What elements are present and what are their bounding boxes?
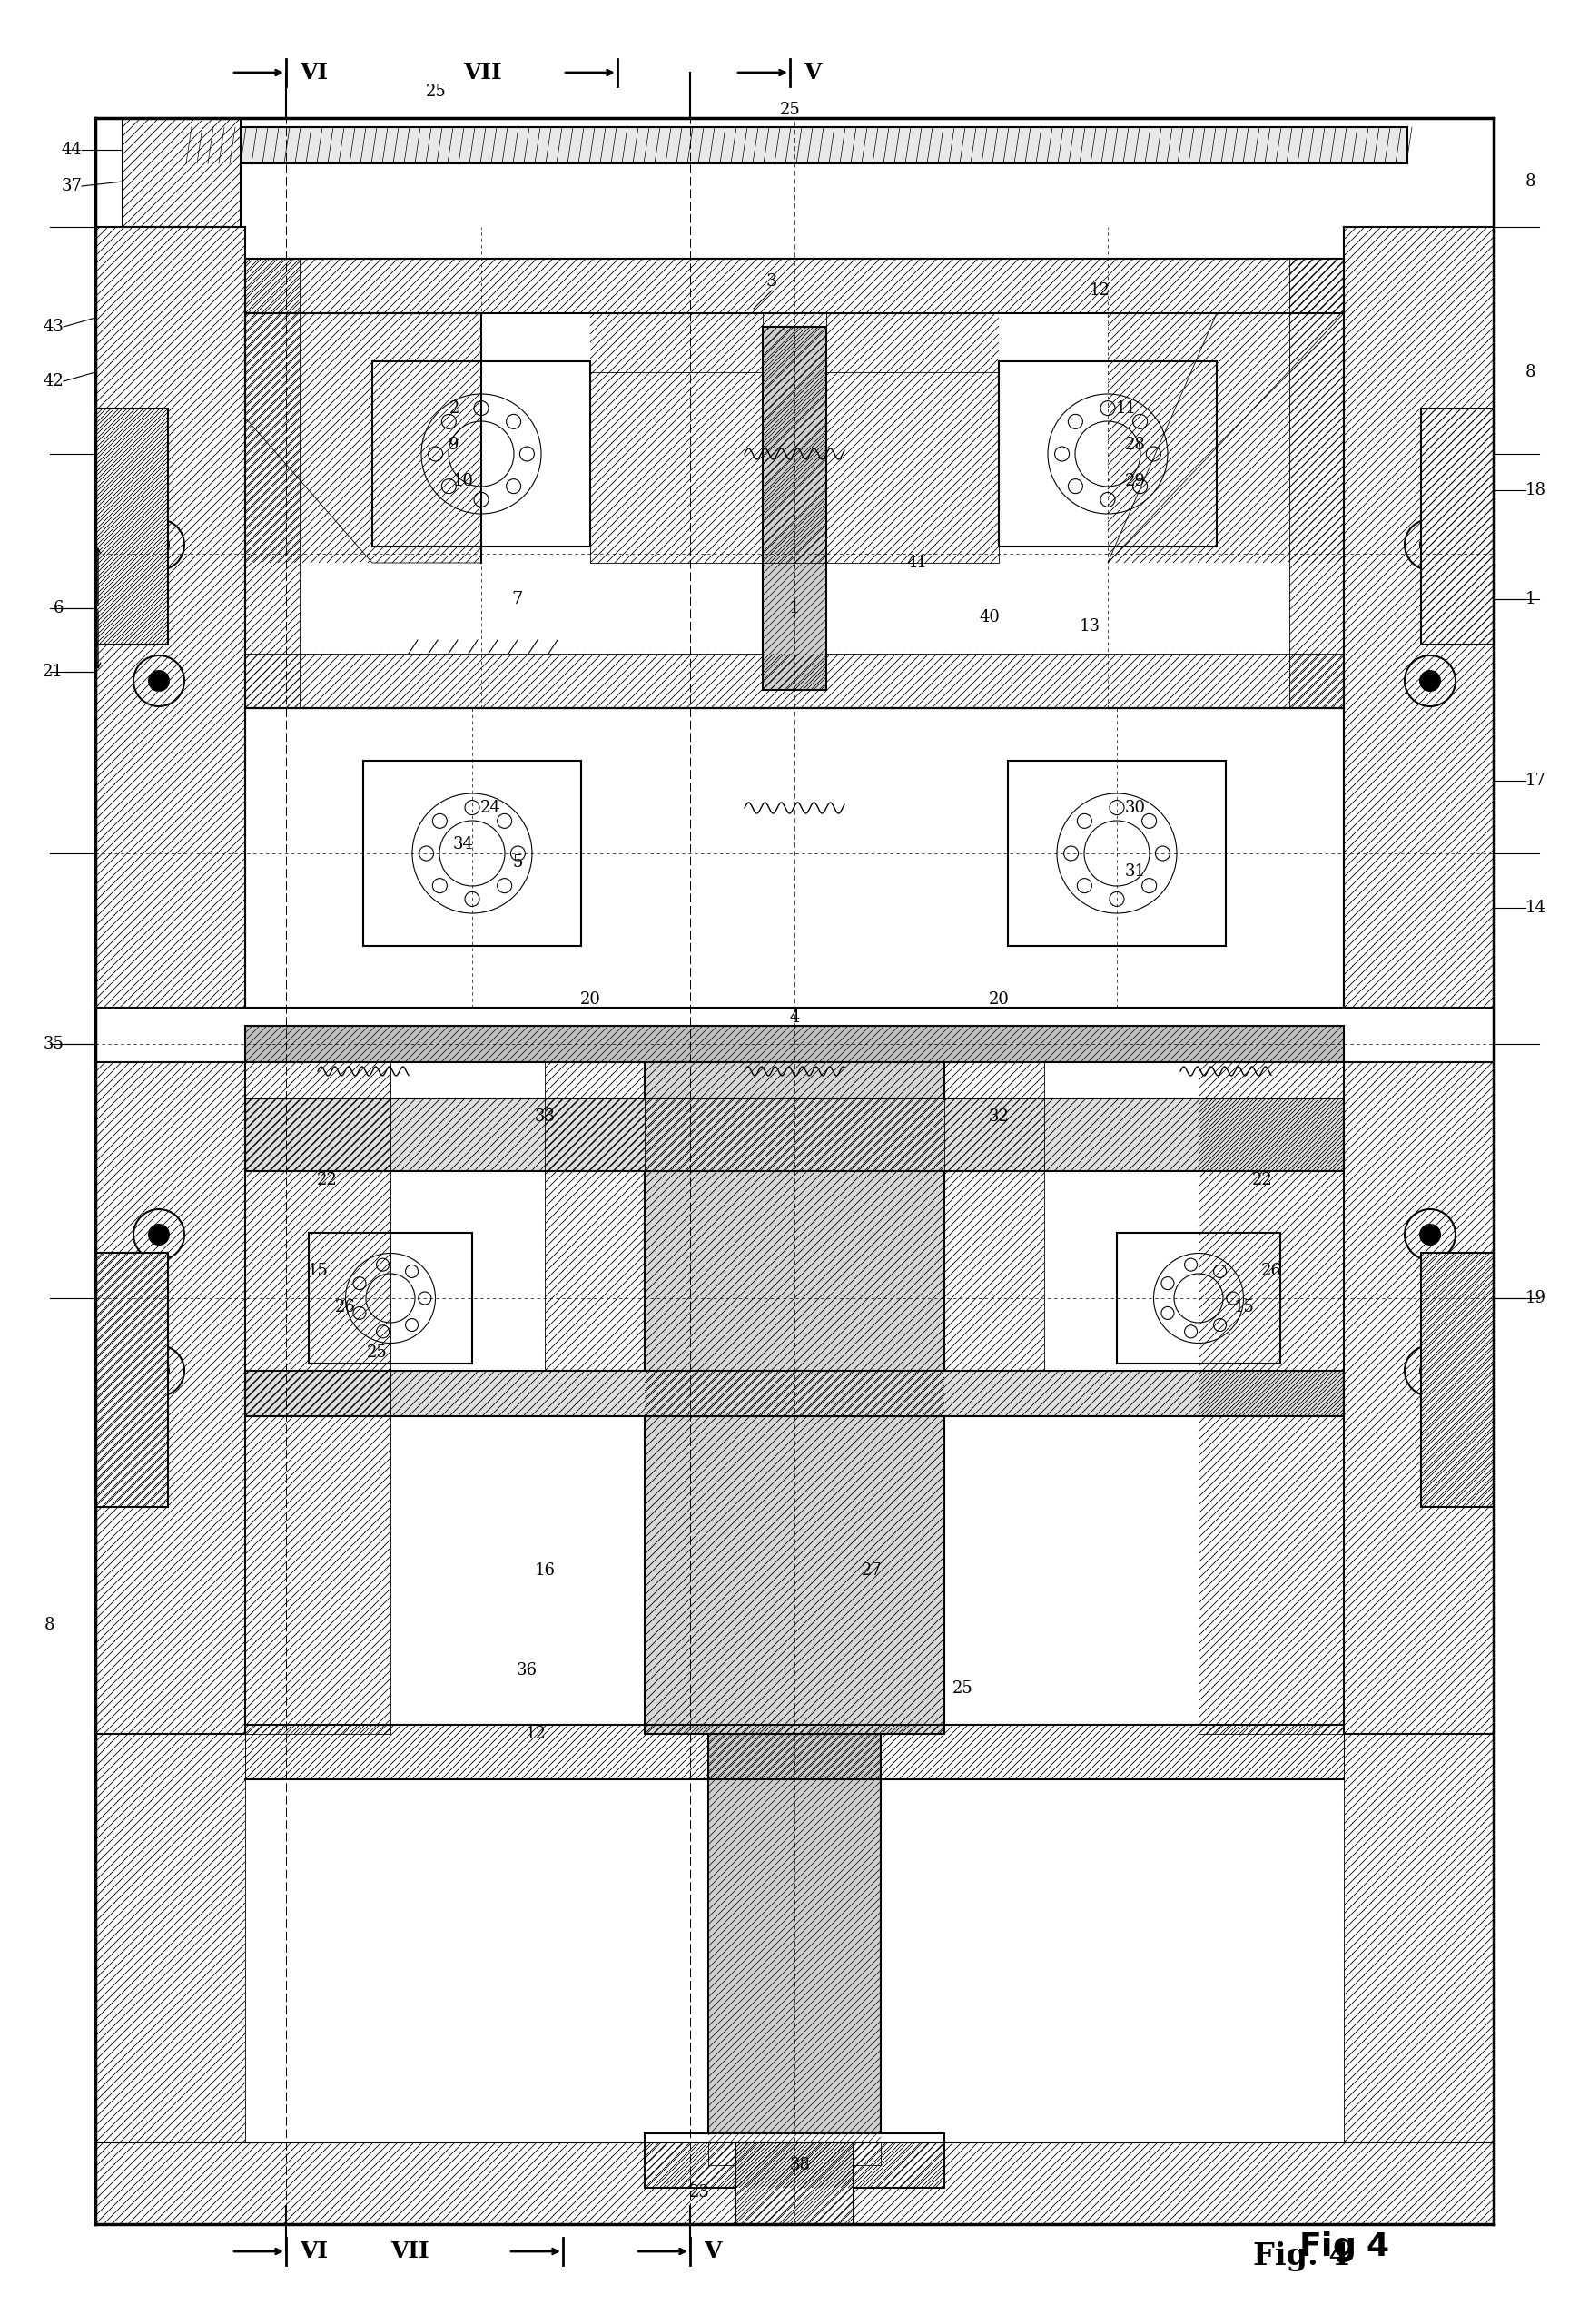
Text: 4: 4 (790, 1009, 799, 1025)
Circle shape (148, 1225, 170, 1246)
Bar (245, 1099, 1344, 1171)
Text: 21: 21 (43, 665, 64, 681)
Text: 22: 22 (316, 1171, 337, 1188)
Text: 23: 23 (688, 2185, 710, 2201)
Text: 7: 7 (512, 590, 523, 607)
Text: 25: 25 (367, 1346, 388, 1362)
Bar (709, 1734, 880, 2143)
Text: 8: 8 (44, 1618, 54, 1634)
Text: 3: 3 (766, 274, 777, 290)
Text: V: V (804, 63, 822, 84)
Bar (763, 328, 826, 690)
Text: 12: 12 (1090, 281, 1111, 300)
Bar (95, 409, 168, 644)
Text: 32: 32 (988, 1109, 1009, 1125)
Bar (364, 760, 582, 946)
Text: 8: 8 (1525, 365, 1537, 381)
Text: 27: 27 (861, 1562, 882, 1578)
Text: V: V (704, 2240, 721, 2261)
Text: 14: 14 (1525, 899, 1546, 916)
Text: 6: 6 (52, 600, 64, 616)
Text: 43: 43 (43, 318, 64, 335)
Bar (245, 1025, 1344, 1062)
Text: 30: 30 (1125, 799, 1146, 816)
Bar (1007, 760, 1225, 946)
Text: 33: 33 (534, 1109, 555, 1125)
Bar (645, 2133, 944, 2187)
Text: 25: 25 (780, 102, 801, 119)
Text: 15: 15 (1233, 1299, 1254, 1315)
Bar (308, 1232, 472, 1364)
Bar (645, 1062, 944, 1734)
Text: 34: 34 (453, 837, 474, 853)
Text: 38: 38 (790, 2157, 810, 2173)
Text: VI: VI (300, 2240, 327, 2261)
Text: 44: 44 (60, 142, 81, 158)
Text: VI: VI (300, 63, 327, 84)
Text: 26: 26 (1260, 1262, 1282, 1278)
Circle shape (1419, 1360, 1441, 1383)
Bar (181, 128, 1408, 163)
Bar (1421, 409, 1494, 644)
Bar (999, 360, 1217, 546)
Circle shape (1419, 535, 1441, 555)
Circle shape (1419, 1225, 1441, 1246)
Text: 40: 40 (979, 609, 999, 625)
Text: 25: 25 (952, 1680, 972, 1697)
Text: 13: 13 (1079, 618, 1100, 634)
Circle shape (148, 1360, 170, 1383)
Text: 15: 15 (307, 1262, 329, 1278)
Text: 17: 17 (1525, 772, 1546, 788)
Bar (245, 1371, 1344, 1415)
Bar (245, 709, 1344, 1009)
Text: 24: 24 (480, 799, 501, 816)
Text: Fig. 4: Fig. 4 (1254, 2240, 1351, 2271)
Text: VII: VII (462, 63, 502, 84)
Bar (372, 360, 590, 546)
Bar (1421, 1253, 1494, 1506)
Text: VII: VII (391, 2240, 429, 2261)
Text: 28: 28 (1125, 437, 1146, 453)
Text: 26: 26 (335, 1299, 356, 1315)
Circle shape (148, 535, 170, 555)
Text: 18: 18 (1525, 481, 1546, 497)
Text: 35: 35 (43, 1037, 64, 1053)
Text: 36: 36 (516, 1662, 537, 1678)
Text: 8: 8 (1525, 174, 1537, 191)
Text: 19: 19 (1525, 1290, 1546, 1306)
Circle shape (1419, 669, 1441, 693)
Bar (95, 1253, 168, 1506)
Text: 22: 22 (1252, 1171, 1273, 1188)
Text: 42: 42 (43, 374, 64, 390)
Bar (1117, 1232, 1281, 1364)
Text: 10: 10 (453, 474, 474, 490)
Text: 11: 11 (1115, 400, 1136, 416)
Text: 31: 31 (1125, 862, 1146, 881)
Text: 25: 25 (426, 84, 447, 100)
Circle shape (148, 669, 170, 693)
Text: 5: 5 (512, 855, 523, 872)
Text: 12: 12 (526, 1727, 547, 1743)
Text: 41: 41 (907, 555, 928, 572)
Text: 16: 16 (534, 1562, 555, 1578)
Bar (245, 258, 1344, 709)
Bar (736, 2143, 853, 2224)
Text: 9: 9 (448, 437, 459, 453)
Text: $\mathbf{Fig\ 4}$: $\mathbf{Fig\ 4}$ (1298, 2229, 1389, 2264)
Text: 29: 29 (1125, 474, 1146, 490)
Text: 1: 1 (1525, 590, 1537, 607)
Text: 20: 20 (988, 992, 1009, 1009)
Text: 2: 2 (448, 400, 459, 416)
Text: 1: 1 (788, 600, 801, 616)
Text: 37: 37 (60, 179, 81, 195)
Bar (122, 119, 240, 228)
Text: 20: 20 (580, 992, 601, 1009)
